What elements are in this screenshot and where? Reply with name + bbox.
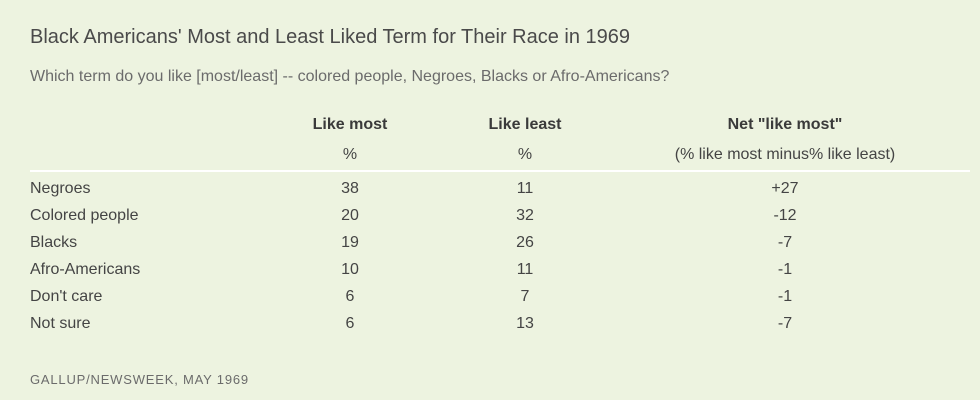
units-empty bbox=[30, 140, 250, 172]
row-label: Don't care bbox=[30, 287, 103, 305]
chart-subtitle: Which term do you like [most/least] -- c… bbox=[30, 68, 670, 85]
column-unit-like-most: % bbox=[250, 140, 450, 172]
table-row: Colored people 20 32 -12 bbox=[30, 202, 970, 229]
cell-like-least: 26 bbox=[516, 233, 534, 251]
column-unit-like-least: % bbox=[450, 140, 600, 172]
cell-like-least: 13 bbox=[516, 314, 534, 332]
table-row: Not sure 6 13 -7 bbox=[30, 310, 970, 337]
source-note: GALLUP/NEWSWEEK, MAY 1969 bbox=[30, 372, 249, 387]
cell-net: -12 bbox=[773, 206, 797, 224]
units-row: % % (% like most minus% like least) bbox=[30, 140, 970, 172]
column-unit-net: (% like most minus% like least) bbox=[600, 140, 970, 172]
header-row: Like most Like least Net "like most" bbox=[30, 110, 970, 140]
cell-like-most: 6 bbox=[345, 287, 355, 305]
cell-like-most: 38 bbox=[341, 179, 359, 197]
cell-net: -1 bbox=[777, 287, 793, 305]
column-header-net: Net "like most" bbox=[727, 116, 843, 133]
row-label: Colored people bbox=[30, 206, 139, 224]
table-row: Blacks 19 26 -7 bbox=[30, 229, 970, 256]
row-label: Blacks bbox=[30, 233, 78, 251]
cell-like-least: 11 bbox=[516, 179, 534, 197]
data-table: Like most Like least Net "like most" % %… bbox=[30, 110, 970, 337]
column-header-like-least: Like least bbox=[488, 116, 562, 133]
cell-like-most: 6 bbox=[345, 314, 355, 332]
column-header-like-most: Like most bbox=[312, 116, 388, 133]
cell-like-least: 32 bbox=[516, 206, 534, 224]
cell-net: -1 bbox=[777, 260, 793, 278]
row-label: Negroes bbox=[30, 179, 91, 197]
cell-net: -7 bbox=[777, 233, 793, 251]
cell-net: -7 bbox=[777, 314, 793, 332]
cell-like-least: 7 bbox=[520, 287, 530, 305]
row-label: Not sure bbox=[30, 314, 91, 332]
header-empty bbox=[30, 110, 250, 140]
chart-title: Black Americans' Most and Least Liked Te… bbox=[30, 26, 631, 48]
cell-net: +27 bbox=[771, 179, 799, 197]
table-row: Afro-Americans 10 11 -1 bbox=[30, 256, 970, 283]
cell-like-least: 11 bbox=[516, 260, 534, 278]
cell-like-most: 19 bbox=[341, 233, 359, 251]
cell-like-most: 10 bbox=[341, 260, 359, 278]
row-label: Afro-Americans bbox=[30, 260, 141, 278]
table-row: Negroes 38 11 +27 bbox=[30, 171, 970, 202]
table-row: Don't care 6 7 -1 bbox=[30, 283, 970, 310]
cell-like-most: 20 bbox=[341, 206, 359, 224]
